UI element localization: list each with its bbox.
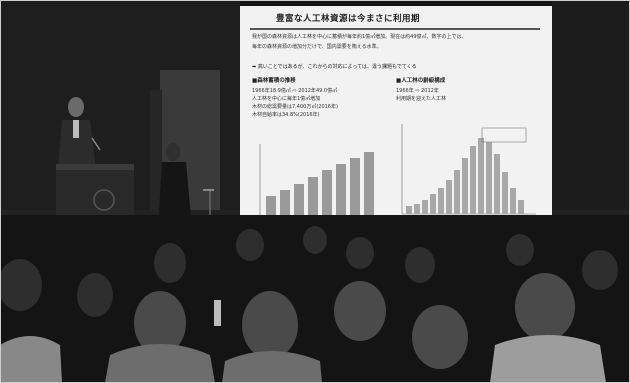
forest-stock-stat: 1966年18.9億㎥ ⇨ 2012年49.0億㎥	[252, 88, 338, 94]
assistant-head	[166, 143, 180, 161]
age-class-heading: ■人工林の齢級構成	[396, 78, 446, 84]
projection-screen: 豊富な人工林資源は今まさに利用期 我が国の森林資源は人工林を中心に蓄積が毎年約1…	[240, 6, 552, 238]
slide-bullet-1: 我が国の森林資源は人工林を中心に蓄積が毎年約1億㎥増加。現在は約49億㎥、数字の…	[252, 34, 467, 40]
audience	[0, 215, 630, 383]
forest-stock-point-3: 木材自給率は34.8%(2016年)	[252, 112, 320, 118]
slide-bullets: 我が国の森林資源は人工林を中心に蓄積が毎年約1億㎥増加。現在は約49億㎥、数字の…	[252, 34, 534, 53]
forest-stock-bar-chart	[259, 144, 377, 217]
speaker-head	[68, 97, 84, 117]
podium-scene	[56, 97, 214, 234]
speaker-body	[58, 120, 96, 168]
forest-stock-point-1: 人工林を中心に毎年1億㎥増加	[252, 96, 321, 102]
slide-title: 豊富な人工林資源は今まさに利用期	[276, 14, 421, 24]
microphone-icon	[91, 137, 101, 151]
slide-bullet-3: 高いことではあるが、これからの対応によっては、違う課題もでてくる	[257, 64, 417, 70]
age-class-note: 利用期を迎えた人工林	[396, 96, 447, 102]
assistant-body	[158, 162, 192, 228]
forest-stock-point-2: 木材の総需要量は7,400万㎥(2016年)	[252, 104, 338, 110]
age-class-histogram	[401, 124, 536, 215]
age-class-compare: 1966年 ⇨ 2012年	[396, 88, 439, 94]
slide-bullet-2: 毎年の森林資源の増加分だけで、国内需要を賄える水準。	[252, 43, 382, 50]
age-class-panel: ■人工林の齢級構成 1966年 ⇨ 2012年 利用期を迎えた人工林	[396, 76, 542, 226]
water-bottle	[214, 300, 221, 326]
forest-stock-heading: ■森林蓄積の推移	[252, 78, 296, 84]
slide-divider	[250, 28, 540, 30]
forest-stock-panel: ■森林蓄積の推移 1966年18.9億㎥ ⇨ 2012年49.0億㎥ 人工林を中…	[252, 76, 382, 226]
slide-arrow-note: ➡ 高いことではあるが、これからの対応によっては、違う課題もでてくる	[252, 64, 417, 70]
podium-emblem-icon	[93, 189, 115, 211]
